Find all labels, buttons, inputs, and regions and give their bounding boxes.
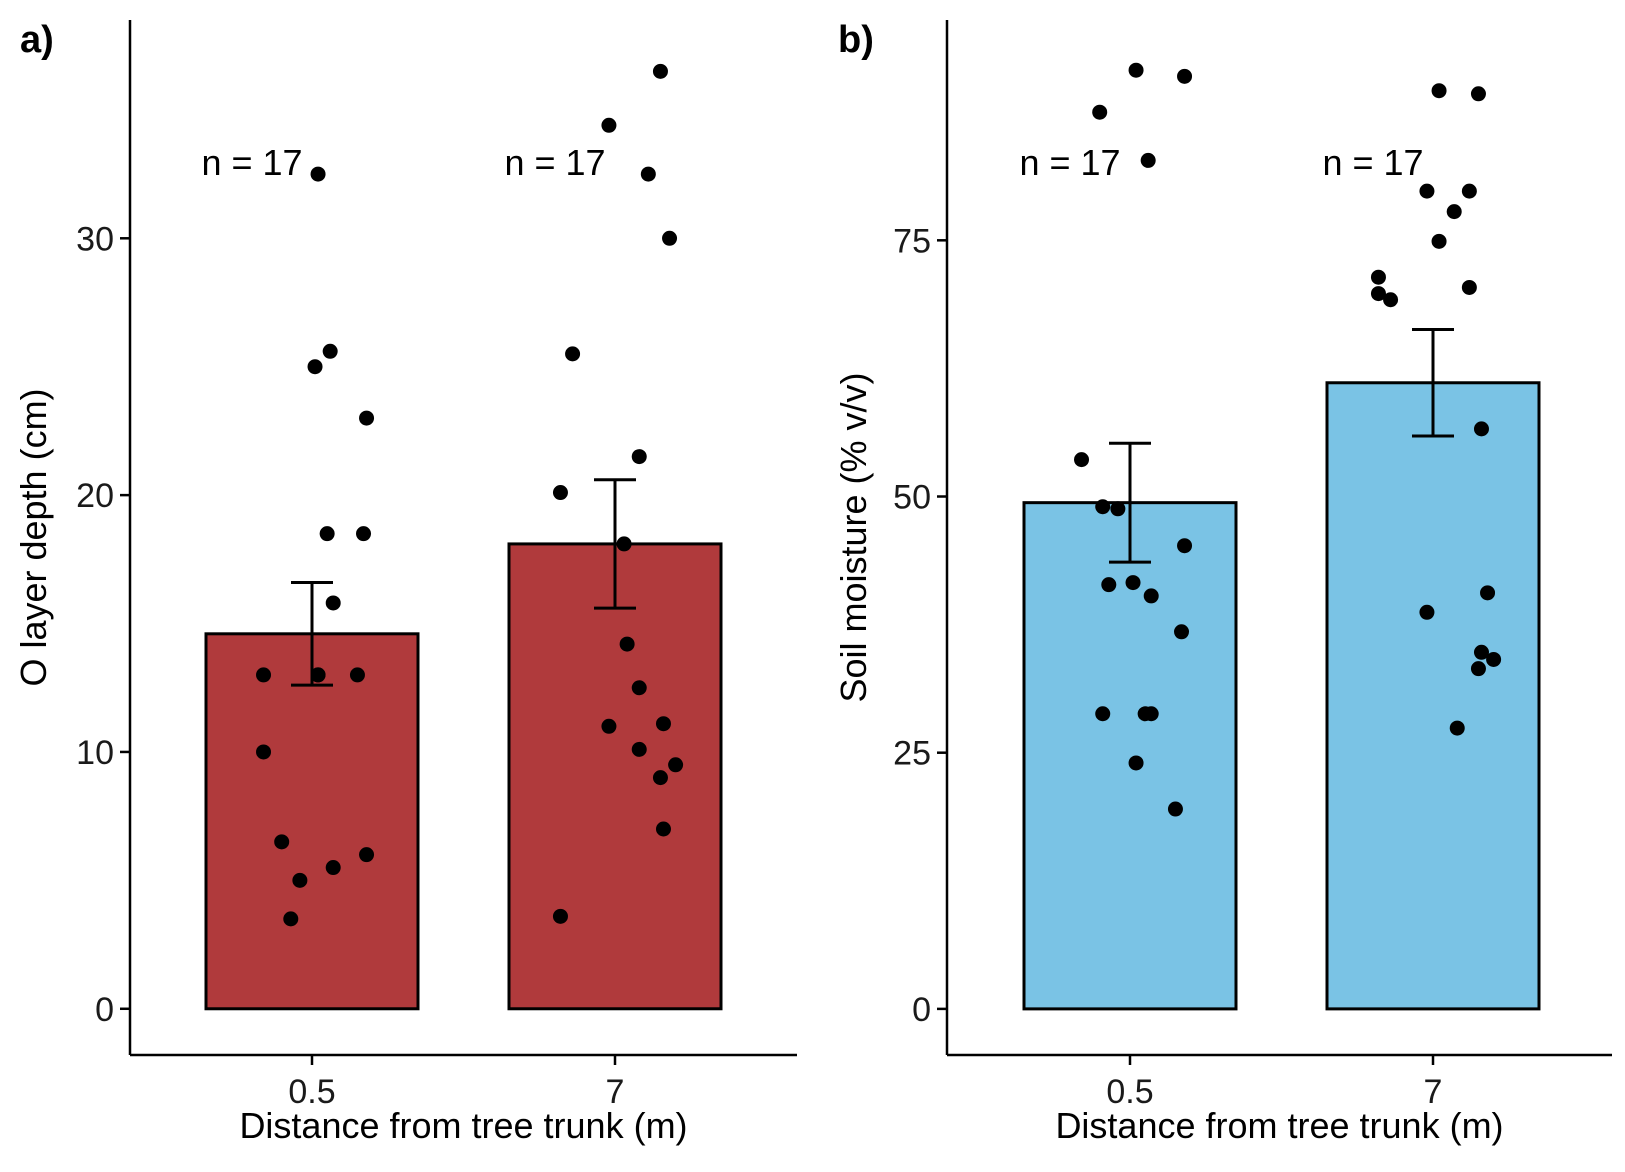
y-tick-label: 0	[912, 991, 931, 1029]
y-tick-label: 10	[76, 734, 114, 772]
data-point-0.5	[359, 410, 375, 426]
data-point-0.5	[292, 872, 308, 888]
y-tick-label: 20	[76, 477, 114, 515]
data-point-7	[655, 821, 671, 837]
n-label: n = 17	[504, 142, 605, 183]
data-point-7	[631, 449, 647, 465]
data-point-7	[631, 741, 647, 757]
data-point-7	[1446, 204, 1462, 220]
bar-0.5	[204, 632, 420, 1011]
data-point-0.5	[307, 359, 323, 375]
data-point-7	[662, 230, 678, 246]
data-point-7	[616, 536, 632, 552]
data-point-7	[1383, 292, 1399, 308]
data-point-0.5	[322, 343, 338, 359]
data-point-0.5	[325, 595, 341, 611]
data-point-7	[1480, 585, 1496, 601]
data-point-7	[1486, 651, 1502, 667]
data-point-0.5	[1167, 801, 1183, 817]
y-tick-label: 0	[95, 991, 114, 1029]
bar-7	[507, 542, 723, 1011]
data-point-7	[640, 166, 656, 182]
data-point-0.5	[1143, 706, 1159, 722]
data-point-7	[1431, 83, 1447, 99]
data-point-0.5	[310, 166, 326, 182]
data-point-7	[619, 636, 635, 652]
data-point-0.5	[325, 860, 341, 876]
y-axis-title: Soil moisture (% v/v)	[833, 372, 874, 702]
data-point-7	[565, 346, 581, 362]
data-point-0.5	[349, 667, 365, 683]
data-point-7	[601, 117, 617, 133]
data-point-0.5	[1143, 588, 1159, 604]
data-point-0.5	[1110, 501, 1126, 517]
y-tick-label: 75	[893, 222, 931, 260]
data-point-7	[552, 485, 568, 501]
data-point-7	[1461, 279, 1477, 295]
x-tick-label: 7	[606, 1073, 625, 1111]
data-point-7	[652, 770, 668, 786]
x-tick-label: 0.5	[288, 1073, 335, 1111]
data-point-0.5	[1177, 538, 1193, 554]
data-point-0.5	[283, 911, 299, 927]
data-point-0.5	[1095, 706, 1111, 722]
x-axis-title: Distance from tree trunk (m)	[1055, 1105, 1503, 1146]
x-axis-title: Distance from tree trunk (m)	[239, 1105, 687, 1146]
x-tick-label: 0.5	[1106, 1073, 1153, 1111]
data-point-7	[601, 718, 617, 734]
error-bar-0.5	[1109, 441, 1151, 564]
n-label: n = 17	[201, 142, 302, 183]
data-point-7	[652, 63, 668, 79]
data-point-0.5	[1128, 62, 1144, 78]
error-bar-0.5	[291, 580, 333, 687]
data-point-7	[552, 908, 568, 924]
data-point-7	[631, 680, 647, 696]
data-point-0.5	[1092, 104, 1108, 120]
data-point-0.5	[1074, 452, 1090, 468]
data-point-0.5	[256, 667, 272, 683]
data-point-7	[1470, 661, 1486, 677]
x-tick-label: 7	[1424, 1073, 1443, 1111]
data-point-0.5	[256, 744, 272, 760]
data-point-7	[655, 716, 671, 732]
data-point-7	[668, 757, 684, 773]
data-point-7	[1470, 86, 1486, 102]
data-point-0.5	[1101, 577, 1117, 593]
data-point-7	[1419, 183, 1435, 199]
y-axis-title: O layer depth (cm)	[13, 388, 54, 686]
y-tick-label: 30	[76, 220, 114, 258]
n-label: n = 17	[1019, 142, 1120, 183]
data-point-7	[1461, 183, 1477, 199]
bar-7	[1325, 381, 1541, 1011]
data-point-7	[1449, 720, 1465, 736]
error-bar-7	[1412, 327, 1454, 438]
data-point-0.5	[274, 834, 290, 850]
data-point-0.5	[356, 526, 372, 542]
data-point-7	[1431, 233, 1447, 249]
n-label: n = 17	[1322, 142, 1423, 183]
data-point-0.5	[319, 526, 335, 542]
data-point-0.5	[1128, 755, 1144, 771]
data-point-0.5	[1095, 499, 1111, 515]
data-point-7	[1370, 286, 1386, 302]
data-point-7	[1473, 644, 1489, 660]
data-point-0.5	[1140, 152, 1156, 168]
panel-label: b)	[838, 19, 874, 61]
data-point-0.5	[1125, 575, 1141, 591]
data-point-7	[1473, 421, 1489, 437]
data-point-7	[1419, 604, 1435, 620]
error-bar-7	[594, 478, 636, 610]
data-point-0.5	[1177, 68, 1193, 84]
data-point-0.5	[310, 667, 326, 683]
panel-label: a)	[20, 19, 54, 61]
data-point-0.5	[359, 847, 375, 863]
data-point-7	[1370, 269, 1386, 285]
y-tick-label: 25	[893, 735, 931, 773]
y-tick-label: 50	[893, 479, 931, 517]
data-point-0.5	[1174, 624, 1190, 640]
